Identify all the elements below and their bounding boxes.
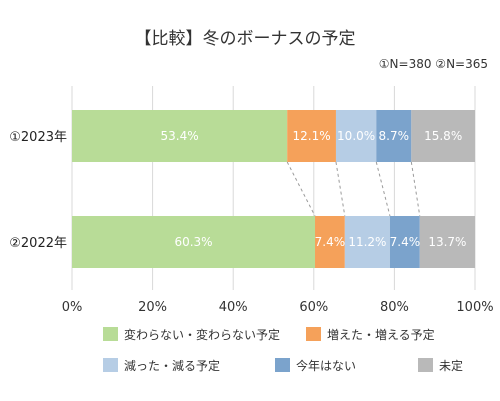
x-tick-label: 60% bbox=[299, 300, 328, 315]
x-tick-label: 100% bbox=[456, 300, 493, 315]
bar-segment bbox=[344, 216, 390, 268]
x-tick-label: 20% bbox=[138, 300, 167, 315]
data-label: 7.4% bbox=[315, 235, 346, 249]
x-tick-label: 0% bbox=[62, 300, 83, 315]
legend-swatch bbox=[275, 358, 290, 372]
bar-segment bbox=[376, 110, 412, 162]
data-label: 12.1% bbox=[293, 129, 331, 143]
legend-label: 今年はない bbox=[296, 358, 356, 373]
legend-swatch bbox=[306, 327, 321, 341]
data-label: 8.7% bbox=[379, 129, 410, 143]
bar-segment bbox=[72, 216, 316, 268]
data-labels: 53.4% 12.1% 10.0% 8.7% 15.8%60.3% 7.4% 11.2% 7.… bbox=[161, 129, 467, 249]
data-label: 7.4% bbox=[390, 235, 421, 249]
bar-segment bbox=[72, 110, 288, 162]
category-label: ②2022年 bbox=[9, 236, 67, 251]
data-label: 15.8% bbox=[424, 129, 462, 143]
bar-segment bbox=[411, 110, 475, 162]
sample-size-note: ①N=380 ②N=365 bbox=[379, 57, 488, 71]
bar-segments bbox=[72, 110, 475, 268]
x-tick-label: 80% bbox=[380, 300, 409, 315]
category-labels: ①2023年 ②2022年 bbox=[9, 130, 67, 251]
bar-segment bbox=[419, 216, 475, 268]
bar-segment bbox=[287, 110, 336, 162]
data-label: 10.0% bbox=[337, 129, 375, 143]
x-axis-ticks: 0% 20% 40% 60% 80% 100% bbox=[62, 300, 494, 315]
legend-label: 変わらない・変わらない予定 bbox=[124, 327, 280, 342]
data-label: 11.2% bbox=[348, 235, 386, 249]
legend-label: 減った・減る予定 bbox=[124, 358, 220, 373]
chart-title: 【比較】冬のボーナスの予定 bbox=[135, 29, 356, 49]
legend-swatch bbox=[103, 358, 118, 372]
category-label: ①2023年 bbox=[9, 130, 67, 145]
connector-lines bbox=[286, 161, 421, 217]
connector-line bbox=[335, 161, 346, 217]
data-label: 53.4% bbox=[161, 129, 199, 143]
data-label: 13.7% bbox=[428, 235, 466, 249]
bar-segment bbox=[335, 110, 377, 162]
connector-line bbox=[286, 161, 316, 217]
legend-label: 増えた・増える予定 bbox=[327, 327, 435, 342]
connector-line bbox=[410, 161, 421, 217]
connector-line bbox=[375, 161, 391, 217]
data-label: 60.3% bbox=[174, 235, 212, 249]
bar-segment bbox=[315, 216, 345, 268]
legend-label: 未定 bbox=[439, 358, 463, 373]
legend-swatch bbox=[103, 327, 118, 341]
x-tick-label: 40% bbox=[219, 300, 248, 315]
legend-swatch bbox=[418, 358, 433, 372]
bar-segment bbox=[389, 216, 420, 268]
